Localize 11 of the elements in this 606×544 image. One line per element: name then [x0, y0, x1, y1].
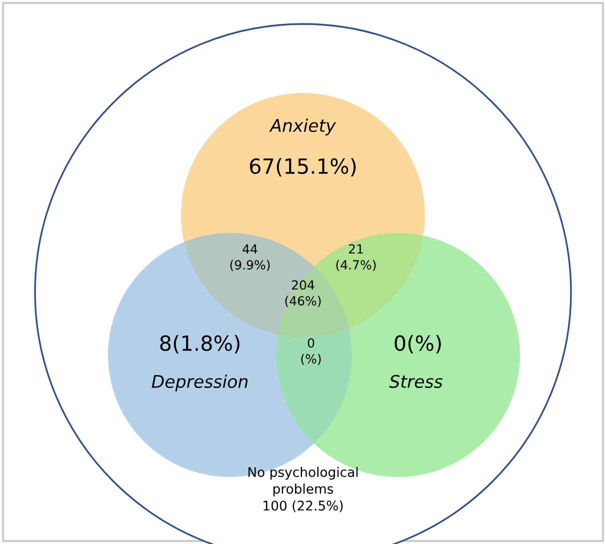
text: Depression	[152, 374, 248, 392]
data-label: 0 (%)	[301, 338, 321, 366]
data-label: 44 (9.9%)	[230, 244, 270, 272]
text: Anxiety	[269, 118, 336, 136]
data-label: No psychological problems 100 (22.5%)	[248, 466, 358, 512]
data-label: 8(1.8%)	[160, 334, 240, 354]
data-label: 21 (4.7%)	[336, 244, 376, 272]
data-label: 67(15.1%)	[250, 158, 356, 176]
data-label: 0(%)	[394, 334, 441, 354]
text: Stress	[389, 374, 443, 388]
data-label: 204 (46%)	[285, 280, 321, 308]
